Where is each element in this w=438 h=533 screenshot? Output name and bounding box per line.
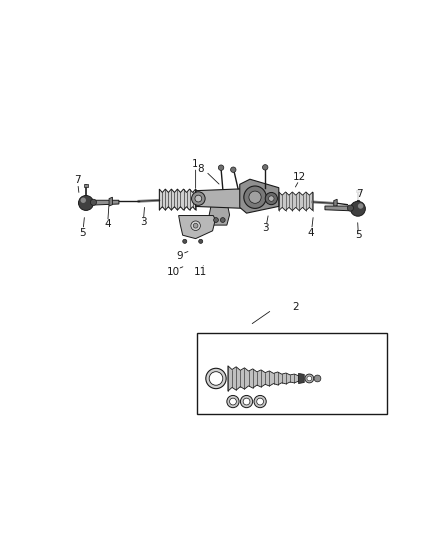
Text: 10: 10	[166, 267, 180, 277]
Circle shape	[347, 205, 353, 211]
Text: 2: 2	[293, 302, 299, 311]
Circle shape	[90, 199, 96, 205]
Circle shape	[358, 203, 363, 209]
Text: 7: 7	[74, 175, 81, 185]
Circle shape	[195, 195, 202, 202]
Text: 7: 7	[356, 190, 363, 199]
Text: 3: 3	[140, 217, 146, 227]
Polygon shape	[159, 189, 196, 210]
Polygon shape	[209, 206, 230, 225]
Circle shape	[214, 217, 219, 222]
Circle shape	[227, 395, 239, 408]
Bar	[84, 184, 88, 187]
Circle shape	[240, 395, 253, 408]
Text: 4: 4	[308, 228, 314, 238]
Polygon shape	[179, 215, 215, 239]
Polygon shape	[325, 206, 350, 211]
Text: 1: 1	[192, 159, 199, 169]
Circle shape	[78, 196, 93, 211]
Text: 3: 3	[262, 223, 268, 233]
Circle shape	[206, 368, 226, 389]
Circle shape	[307, 376, 312, 381]
Circle shape	[249, 191, 261, 203]
Circle shape	[230, 398, 237, 405]
Circle shape	[193, 223, 198, 228]
Circle shape	[350, 201, 365, 216]
Circle shape	[230, 167, 236, 172]
Polygon shape	[240, 179, 279, 213]
Circle shape	[254, 395, 266, 408]
Circle shape	[219, 165, 224, 171]
Circle shape	[314, 375, 321, 382]
Circle shape	[220, 217, 225, 222]
Circle shape	[191, 221, 200, 230]
Text: 11: 11	[194, 267, 207, 277]
Circle shape	[244, 186, 266, 208]
Circle shape	[268, 196, 274, 201]
Text: 4: 4	[104, 220, 111, 229]
Circle shape	[265, 192, 277, 205]
Polygon shape	[298, 374, 304, 384]
Circle shape	[191, 192, 205, 205]
Circle shape	[81, 198, 86, 203]
Polygon shape	[109, 197, 113, 206]
Polygon shape	[196, 189, 245, 208]
Circle shape	[199, 239, 203, 244]
Circle shape	[262, 165, 268, 170]
Bar	[197, 333, 387, 415]
Circle shape	[305, 374, 314, 383]
Text: 8: 8	[198, 164, 204, 174]
Polygon shape	[228, 366, 303, 391]
Circle shape	[209, 372, 223, 385]
Circle shape	[183, 239, 187, 244]
Text: 9: 9	[177, 251, 183, 261]
Circle shape	[257, 398, 264, 405]
Polygon shape	[334, 199, 337, 207]
Text: 5: 5	[79, 228, 86, 238]
Bar	[356, 190, 360, 192]
Polygon shape	[279, 192, 313, 211]
Text: 5: 5	[355, 230, 362, 240]
Circle shape	[243, 398, 250, 405]
Text: 12: 12	[293, 172, 306, 182]
Polygon shape	[93, 200, 119, 205]
